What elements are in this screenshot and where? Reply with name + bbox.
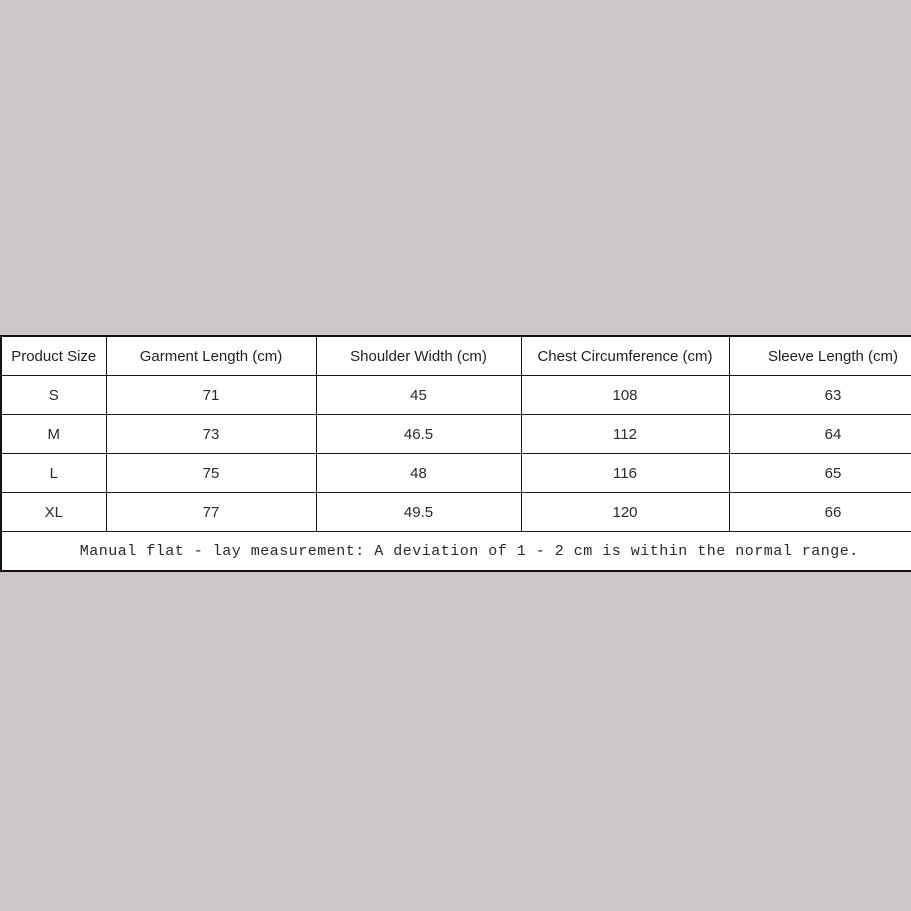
table-row-size-xl: XL 77 49.5 120 66: [0, 492, 911, 532]
size-chart-container: Product Size Garment Length (cm) Shoulde…: [0, 335, 911, 575]
column-header-sleeve-length: Sleeve Length (cm): [728, 335, 911, 376]
measurement-cell: 77: [105, 492, 317, 532]
table-row-size-l: L 75 48 116 65: [0, 453, 911, 493]
measurement-cell: 65: [728, 453, 911, 493]
header-row: Product Size Garment Length (cm) Shoulde…: [0, 335, 911, 376]
measurement-cell: 112: [520, 414, 730, 454]
column-header-chest-circumference: Chest Circumference (cm): [520, 335, 730, 376]
measurement-cell: 73: [105, 414, 317, 454]
measurement-cell: 75: [105, 453, 317, 493]
column-header-shoulder-width: Shoulder Width (cm): [315, 335, 522, 376]
table-row-size-m: M 73 46.5 112 64: [0, 414, 911, 454]
measurement-cell: 64: [728, 414, 911, 454]
measurement-cell: 49.5: [315, 492, 522, 532]
measurement-cell: 116: [520, 453, 730, 493]
measurement-cell: 108: [520, 375, 730, 415]
size-cell: XL: [0, 492, 107, 532]
size-cell: L: [0, 453, 107, 493]
table-row-size-s: S 71 45 108 63: [0, 375, 911, 415]
measurement-cell: 45: [315, 375, 522, 415]
column-header-garment-length: Garment Length (cm): [105, 335, 317, 376]
measurement-cell: 63: [728, 375, 911, 415]
measurement-cell: 120: [520, 492, 730, 532]
size-chart-table: Product Size Garment Length (cm) Shoulde…: [0, 335, 911, 572]
size-cell: M: [0, 414, 107, 454]
size-cell: S: [0, 375, 107, 415]
column-header-product-size: Product Size: [0, 335, 107, 376]
note-row: Manual flat - lay measurement: A deviati…: [0, 531, 911, 572]
measurement-cell: 66: [728, 492, 911, 532]
measurement-note: Manual flat - lay measurement: A deviati…: [0, 531, 911, 572]
measurement-cell: 46.5: [315, 414, 522, 454]
measurement-cell: 71: [105, 375, 317, 415]
measurement-cell: 48: [315, 453, 522, 493]
